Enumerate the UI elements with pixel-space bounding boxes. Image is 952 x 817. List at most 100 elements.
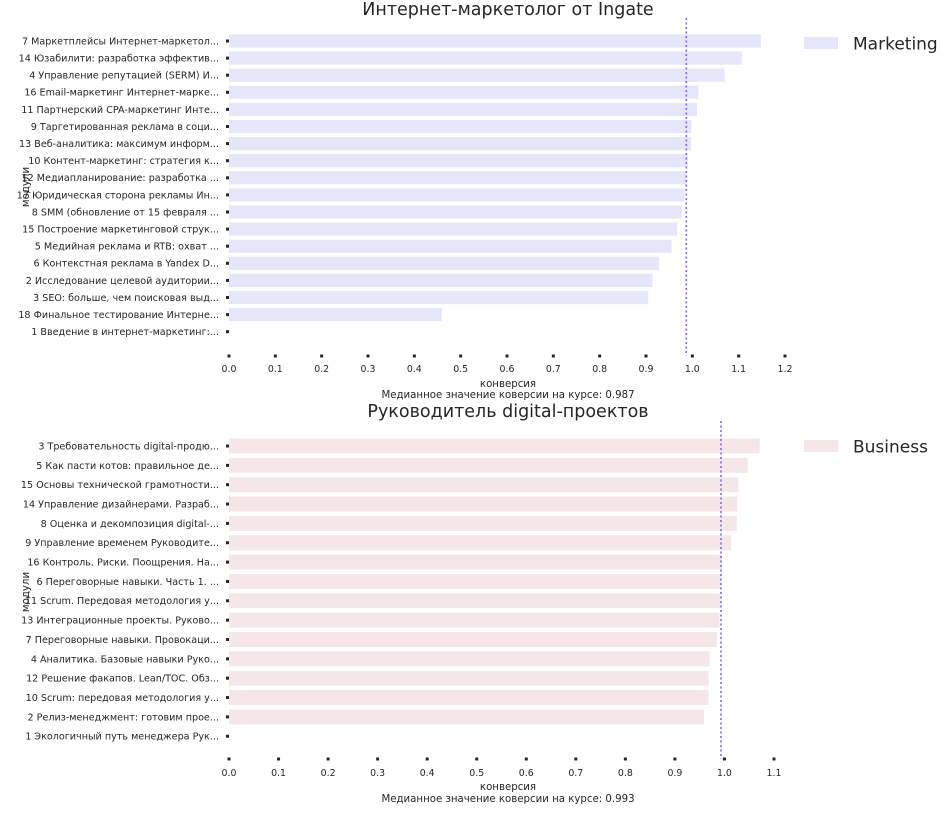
chart2-bar: [229, 612, 720, 628]
chart2-xtick: [574, 757, 578, 761]
chart1-x-axis-label: конверсия: [480, 379, 536, 390]
chart1-ytick: [226, 210, 229, 214]
chart2-bar: [229, 515, 737, 531]
chart1-xtick-label: 1.2: [778, 364, 793, 375]
chart2-bar: [229, 477, 739, 493]
chart2-xtick: [475, 757, 479, 761]
chart2-median-note: Медианное значение коверсии на курсе: 0.…: [381, 794, 634, 805]
chart1-bar: [229, 273, 653, 287]
chart2-title: Руководитель digital-проектов: [367, 402, 648, 422]
chart1-bar: [229, 171, 687, 185]
chart2-xtick: [623, 757, 627, 761]
chart2-category-label: 11 Scrum. Передовая методология у...: [25, 596, 219, 607]
chart2-ytick: [226, 657, 229, 661]
chart2-category-label: 6 Переговорные навыки. Часть 1. ...: [37, 577, 219, 588]
chart2-bar: [229, 632, 718, 647]
chart2-ytick: [226, 541, 229, 545]
chart1-xtick-label: 0.8: [592, 364, 607, 375]
chart2-category-label: 16 Контроль. Риски. Поощрения. На...: [27, 558, 219, 569]
chart1-xtick: [783, 354, 787, 358]
chart2-xtick: [277, 757, 281, 761]
chart2-xtick-label: 0.5: [469, 768, 484, 779]
chart1-category-label: 12 Медиапланирование: разработка ...: [22, 173, 219, 184]
chart1-category-label: 4 Управление репутацией (SERM) И...: [29, 71, 219, 82]
chart1-ytick: [226, 227, 229, 231]
chart2-ytick: [226, 676, 229, 680]
chart2-legend-label: Business: [853, 438, 928, 458]
chart1-xtick: [644, 354, 648, 358]
chart1-xtick: [273, 354, 277, 358]
chart2-xtick-label: 0.8: [618, 768, 633, 779]
chart1-xtick-label: 0.2: [314, 364, 329, 375]
chart1-xtick-label: 0.5: [453, 364, 468, 375]
chart2-xtick-label: 0.4: [420, 768, 435, 779]
chart1-xtick: [737, 354, 741, 358]
chart2-ytick: [226, 734, 229, 738]
chart1-category-label: 1 Введение в интернет-маркетинг:...: [31, 327, 219, 338]
chart2-category-label: 7 Переговорные навыки. Провокаци...: [26, 635, 219, 646]
chart1-xtick: [227, 354, 231, 358]
chart2-ytick: [226, 715, 229, 719]
chart1-ytick: [226, 107, 229, 111]
chart1-xtick-label: 0.0: [222, 364, 237, 375]
chart2-category-label: 4 Аналитика. Базовые навыки Руко...: [31, 654, 219, 665]
chart1-median-note: Медианное значение коверсии на курсе: 0.…: [381, 390, 634, 401]
chart1-ytick: [226, 193, 229, 197]
chart2-bar: [229, 535, 731, 551]
chart1-ytick: [226, 176, 229, 180]
chart1-bar: [229, 308, 442, 322]
chart1-bar: [229, 154, 688, 168]
chart1-category-label: 2 Исследование целевой аудитории...: [26, 276, 219, 287]
chart2-xtick: [326, 757, 330, 761]
chart1-xtick: [690, 354, 694, 358]
chart2-category-label: 14 Управление дизайнерами. Разраб...: [23, 499, 219, 510]
chart2-xtick: [772, 757, 776, 761]
chart1-category-label: 18 Финальное тестирование Интерне...: [18, 310, 219, 321]
chart2-y-axis-label: модули: [21, 572, 32, 612]
chart2-bar: [229, 457, 748, 473]
chart1-bar: [229, 68, 725, 82]
chart2-category-label: 5 Как пасти котов: правильное де...: [36, 461, 219, 472]
chart1-y-axis-label: модули: [21, 167, 32, 207]
chart2-bar: [229, 690, 709, 706]
chart2-bar: [229, 573, 721, 589]
chart2-xtick-label: 0.3: [370, 768, 385, 779]
chart1-ytick: [226, 313, 229, 317]
chart2-xtick-label: 0.1: [271, 768, 286, 779]
chart1-bar: [229, 119, 692, 134]
chart2-bar: [229, 554, 722, 570]
chart1-legend-label: Marketing: [853, 35, 938, 55]
chart2-ytick: [226, 463, 229, 467]
chart1-bar: [229, 137, 691, 151]
chart1-xtick: [505, 354, 509, 358]
chart1-ytick: [226, 39, 229, 43]
chart2-bar: [229, 670, 709, 686]
chart1-title: Интернет-маркетолог от Ingate: [362, 0, 653, 20]
chart2-category-label: 13 Интеграционные проекты. Руково...: [21, 616, 219, 627]
chart2-xtick: [376, 757, 380, 761]
chart1-category-label: 3 SEO: больше, чем поисковая выд...: [33, 293, 219, 304]
chart2-xtick: [227, 757, 231, 761]
chart1-bar: [229, 290, 649, 305]
chart2-category-label: 3 Требовательность digital-продю...: [38, 441, 219, 452]
chart1-category-label: 5 Медийная реклама и RTB: охват ...: [35, 242, 219, 253]
chart1-bar: [229, 256, 659, 270]
chart1-category-label: 10 Контент-маркетинг: стратегия к...: [28, 156, 219, 167]
chart2-category-label: 1 Экологичный путь менеджера Рук...: [25, 732, 219, 743]
chart2-bar: [229, 709, 705, 725]
chart2-xtick-label: 1.0: [717, 768, 732, 779]
chart1-ytick: [226, 125, 229, 128]
chart1-category-label: 8 SMM (обновление от 15 февраля ...: [32, 207, 219, 218]
chart2-bar: [229, 593, 721, 609]
chart1-bar: [229, 102, 697, 116]
chart1-bar: [229, 51, 742, 65]
chart2-category-label: 8 Оценка и декомпозиция digital-...: [41, 519, 219, 530]
chart2-xtick-label: 0.7: [568, 768, 583, 779]
chart2-bar: [229, 438, 760, 454]
chart1-category-label: 16 Email-маркетинг Интернет-марке...: [24, 88, 219, 99]
chart2-bar: [229, 496, 738, 512]
chart1-xtick-label: 1.0: [685, 364, 700, 375]
chart1-xtick: [320, 354, 324, 358]
chart1-bar: [229, 34, 761, 48]
